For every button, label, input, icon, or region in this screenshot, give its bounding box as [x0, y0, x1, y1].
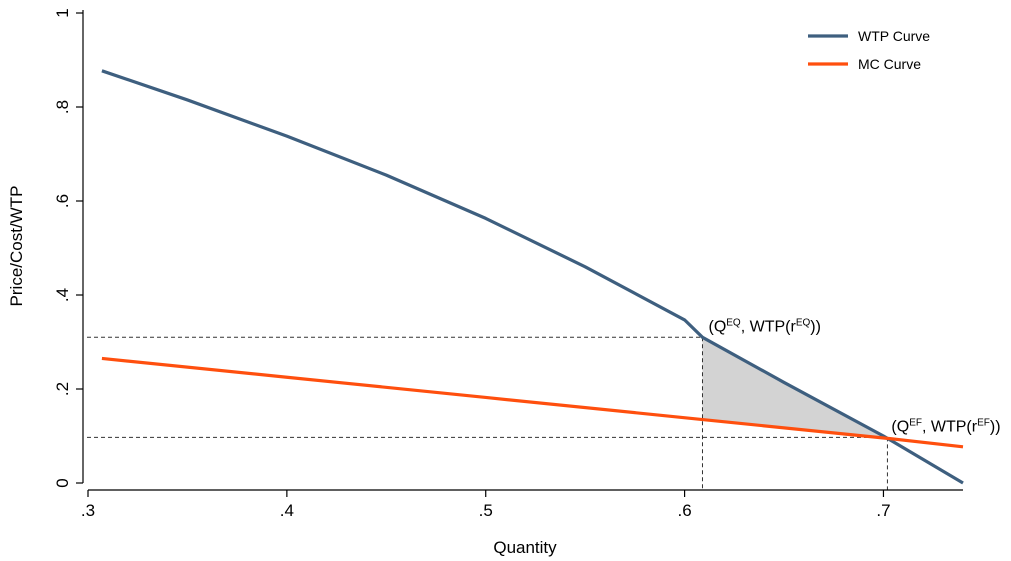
- y-tick-label: .6: [53, 194, 72, 208]
- x-tick-label: .3: [81, 501, 95, 520]
- y-tick-label: 1: [53, 8, 72, 17]
- legend-label-1: WTP Curve: [858, 28, 930, 44]
- legend: WTP Curve MC Curve: [808, 28, 930, 72]
- series-lines: [101, 69, 964, 485]
- x-tick-label: .5: [479, 501, 493, 520]
- annotation-1: (QEQ, WTP(rEQ)): [708, 317, 820, 335]
- series-line-wtp-curve: [101, 69, 964, 485]
- y-tick-label: .2: [53, 382, 72, 396]
- shaded-area: [702, 337, 888, 439]
- x-axis-ticks: .3 .4 .5 .6 .7: [81, 490, 891, 520]
- y-tick-label: 0: [53, 478, 72, 487]
- annotation-2: (QEF, WTP(rEF)): [891, 417, 1000, 435]
- y-axis-title: Price/Cost/WTP: [7, 186, 26, 307]
- y-tick-label: .4: [53, 288, 72, 302]
- x-tick-label: .7: [876, 501, 890, 520]
- reference-guides: [87, 336, 888, 490]
- x-tick-label: .4: [280, 501, 294, 520]
- y-tick-label: .8: [53, 100, 72, 114]
- y-axis-ticks: 0 .2 .4 .6 .8 1: [53, 8, 83, 488]
- series-line-mc-curve: [101, 356, 964, 449]
- legend-label-2: MC Curve: [858, 56, 921, 72]
- point-annotations: (QEQ, WTP(rEQ)) (QEF, WTP(rEF)): [708, 317, 1000, 435]
- welfare-loss-area: [702, 337, 888, 439]
- x-axis-title: Quantity: [493, 538, 557, 557]
- x-tick-label: .6: [677, 501, 691, 520]
